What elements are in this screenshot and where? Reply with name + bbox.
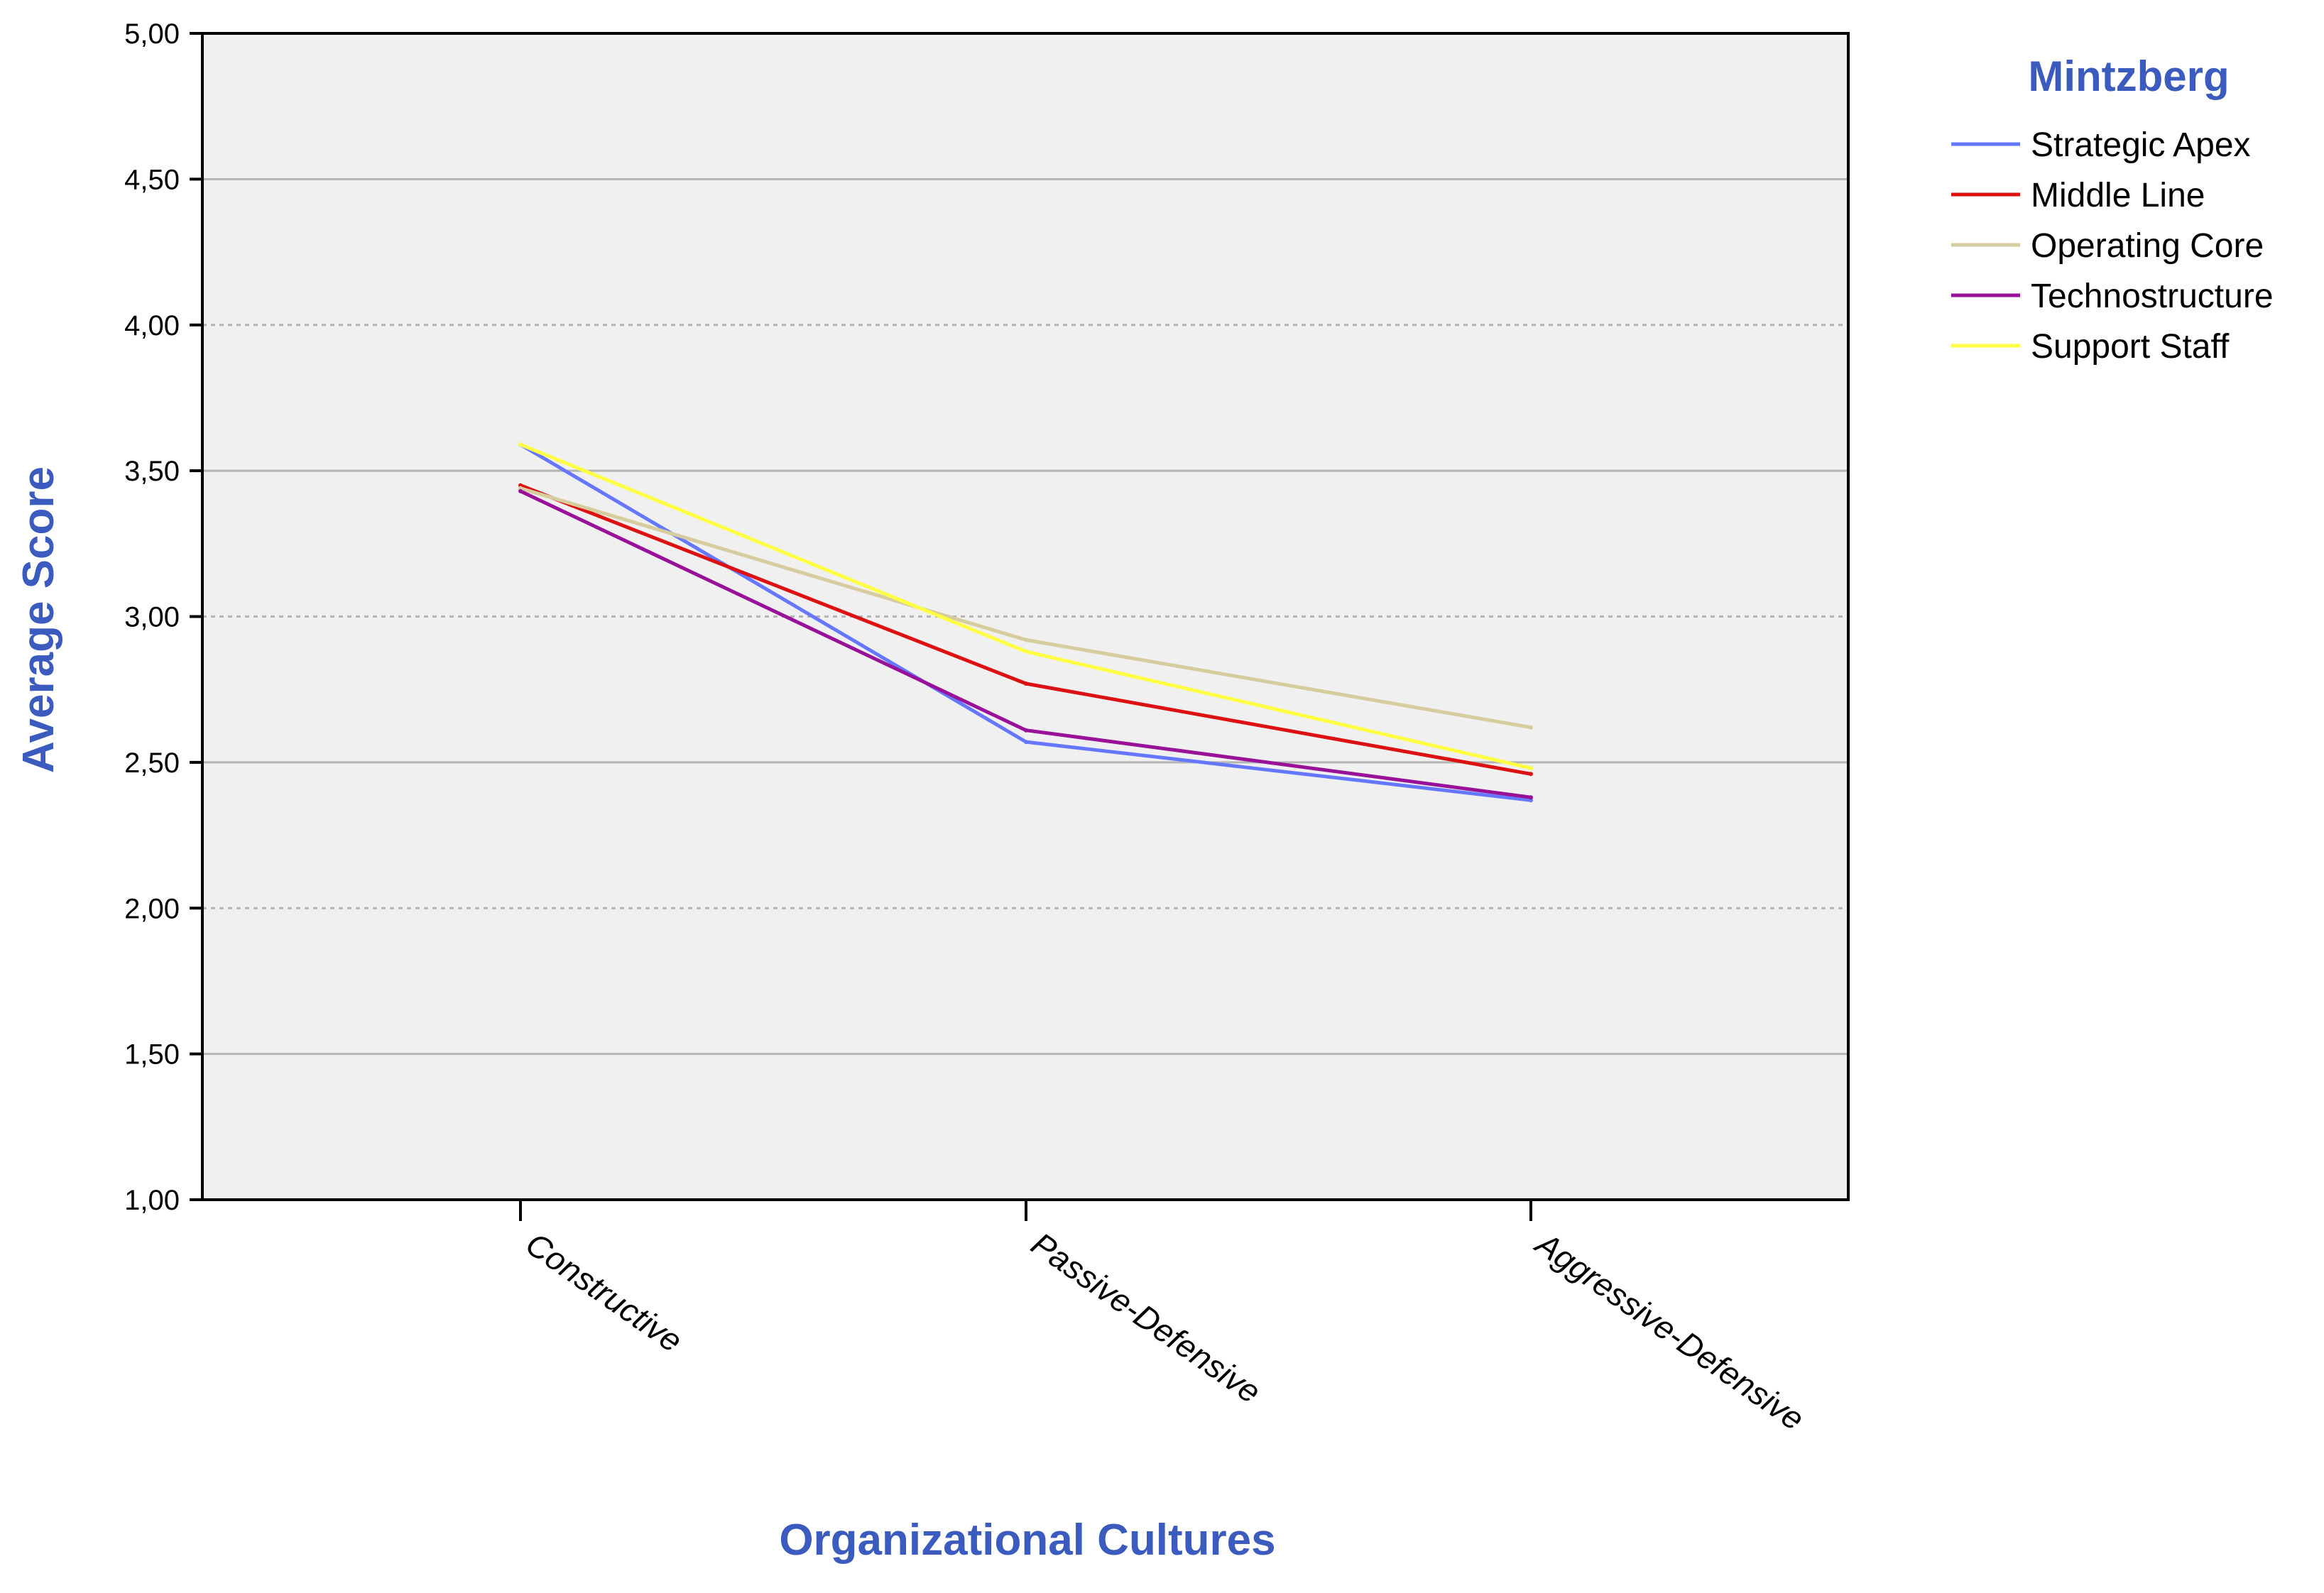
data-point	[1529, 725, 1533, 730]
y-tick-label: 4,00	[124, 310, 180, 341]
legend-label: Support Staff	[2031, 328, 2230, 366]
data-point	[1529, 772, 1533, 777]
data-point	[1024, 681, 1028, 686]
data-point	[1529, 795, 1533, 800]
y-tick-label: 3,00	[124, 602, 180, 633]
y-tick-label: 3,50	[124, 456, 180, 487]
data-point	[1024, 649, 1028, 654]
y-tick-label: 1,00	[124, 1185, 180, 1216]
y-tick-label: 2,50	[124, 748, 180, 779]
data-point	[518, 442, 523, 447]
data-point	[518, 486, 523, 491]
y-tick-label: 5,00	[124, 18, 180, 50]
legend-title: Mintzberg	[2028, 53, 2229, 100]
x-tick-label: Constructive	[519, 1225, 689, 1359]
y-tick-label: 2,00	[124, 893, 180, 924]
data-point	[1529, 766, 1533, 771]
y-axis-title: Average Score	[14, 466, 63, 773]
data-point	[1024, 728, 1028, 733]
y-tick-label: 1,50	[124, 1039, 180, 1071]
x-axis-title: Organizational Cultures	[779, 1516, 1275, 1565]
legend-label: Operating Core	[2031, 227, 2264, 265]
y-tick-label: 4,50	[124, 164, 180, 195]
data-point	[1529, 798, 1533, 803]
data-point	[518, 488, 523, 493]
data-point	[1024, 740, 1028, 745]
legend: Mintzberg Strategic Apex Middle Line Opera…	[1951, 53, 2274, 366]
x-tick-label: Aggressive-Defensive	[1528, 1224, 1811, 1438]
x-tick-label: Passive-Defensive	[1025, 1225, 1267, 1411]
data-point	[1024, 637, 1028, 642]
data-point	[518, 483, 523, 488]
legend-label: Technostructure	[2031, 278, 2274, 315]
legend-label: Middle Line	[2031, 177, 2205, 214]
legend-label: Strategic Apex	[2031, 126, 2251, 164]
